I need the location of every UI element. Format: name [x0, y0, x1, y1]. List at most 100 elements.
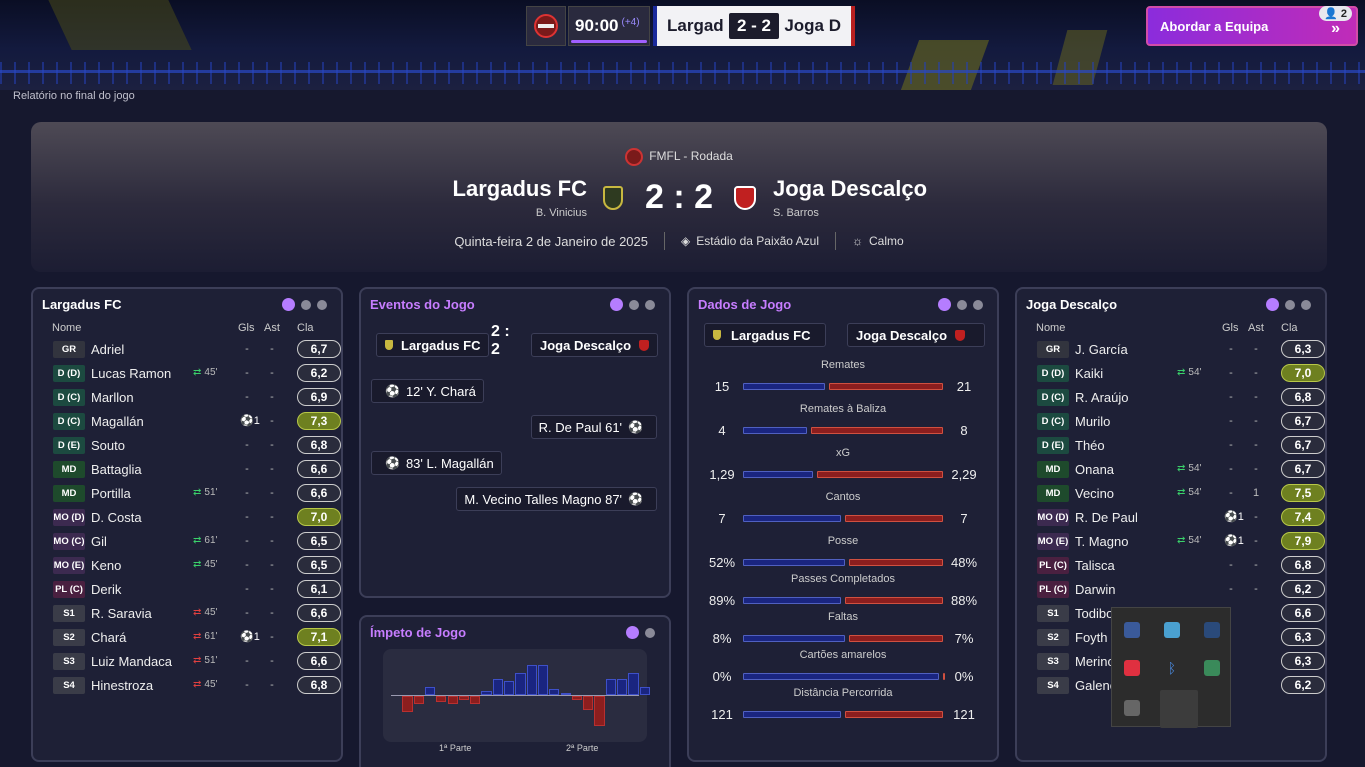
- player-name[interactable]: Merino: [1075, 654, 1115, 669]
- event-item-4[interactable]: M. Vecino Talles Magno 87' ⚽: [456, 487, 657, 511]
- steam-icon[interactable]: [1204, 622, 1220, 638]
- player-name[interactable]: Galeno: [1075, 678, 1117, 693]
- player-row[interactable]: S2 Foyth 6,3: [1031, 627, 1327, 648]
- player-name[interactable]: Gil: [91, 534, 107, 549]
- player-name[interactable]: Darwin: [1075, 582, 1116, 597]
- tray-app-icon-selected[interactable]: [1160, 690, 1198, 728]
- page-dot-2[interactable]: [645, 627, 655, 638]
- player-row[interactable]: S4 Galeno 6,2: [1031, 675, 1327, 696]
- player-row[interactable]: D (C) Marllon - - 6,9: [47, 387, 343, 408]
- position-badge: PL (C): [1037, 557, 1069, 574]
- player-name[interactable]: Luiz Mandaca: [91, 654, 172, 669]
- player-row[interactable]: S3 Merino 6,3: [1031, 651, 1327, 672]
- player-row[interactable]: D (D) Lucas Ramon ⇄ 45' - - 6,2: [47, 363, 343, 384]
- player-name[interactable]: Marllon: [91, 390, 134, 405]
- page-dot-2[interactable]: [957, 299, 967, 310]
- page-dot-2[interactable]: [629, 299, 639, 310]
- player-name[interactable]: Talisca: [1075, 558, 1115, 573]
- player-name[interactable]: Foyth: [1075, 630, 1108, 645]
- page-dot-3[interactable]: [645, 299, 655, 310]
- player-name[interactable]: Souto: [91, 438, 125, 453]
- player-row[interactable]: MD Vecino ⇄ 54' - 1 7,5: [1031, 483, 1327, 504]
- bluetooth-icon[interactable]: ᛒ: [1164, 660, 1180, 676]
- player-row[interactable]: MO (E) Keno ⇄ 45' - - 6,5: [47, 555, 343, 576]
- page-dot-1[interactable]: [1266, 298, 1279, 311]
- player-name[interactable]: Vecino: [1075, 486, 1115, 501]
- player-name[interactable]: T. Magno: [1075, 534, 1129, 549]
- player-name[interactable]: Hinestroza: [91, 678, 154, 693]
- player-row[interactable]: GR Adriel - - 6,7: [47, 339, 343, 360]
- player-row[interactable]: D (D) Kaiki ⇄ 54' - - 7,0: [1031, 363, 1327, 384]
- page-dot-1[interactable]: [626, 626, 639, 639]
- player-row[interactable]: GR J. García - - 6,3: [1031, 339, 1327, 360]
- player-row[interactable]: MD Onana ⇄ 54' - - 6,7: [1031, 459, 1327, 480]
- player-row[interactable]: PL (C) Derik - - 6,1: [47, 579, 343, 600]
- stat-home-bar: [743, 427, 807, 434]
- page-dot-3[interactable]: [973, 299, 983, 310]
- player-row[interactable]: D (E) Théo - - 6,7: [1031, 435, 1327, 456]
- player-name[interactable]: Derik: [91, 582, 122, 597]
- player-name[interactable]: Todibo: [1075, 606, 1114, 621]
- player-name[interactable]: R. De Paul: [1075, 510, 1138, 525]
- page-dot-3[interactable]: [1301, 299, 1311, 310]
- rating-pill: 6,2: [297, 364, 341, 382]
- tray-app-icon[interactable]: [1164, 622, 1180, 638]
- player-row[interactable]: MO (E) T. Magno ⇄ 54' ⚽1- 7,9: [1031, 531, 1327, 552]
- player-row[interactable]: D (C) Magallán ⚽1- 7,3: [47, 411, 343, 432]
- away-team-name[interactable]: Joga Descalço: [773, 176, 928, 201]
- player-row[interactable]: S4 Hinestroza ⇄ 45' - - 6,8: [47, 675, 343, 696]
- player-name[interactable]: Chará: [91, 630, 127, 645]
- player-row[interactable]: MD Portilla ⇄ 51' - - 6,6: [47, 483, 343, 504]
- player-row[interactable]: PL (C) Darwin - - 6,2: [1031, 579, 1327, 600]
- col-rating-header[interactable]: Cla: [1281, 322, 1298, 334]
- page-dot-3[interactable]: [317, 299, 327, 310]
- player-row[interactable]: MO (D) R. De Paul ⚽1- 7,4: [1031, 507, 1327, 528]
- tray-app-icon[interactable]: [1204, 660, 1220, 676]
- player-name[interactable]: Lucas Ramon: [91, 366, 172, 381]
- page-dot-2[interactable]: [1285, 299, 1295, 310]
- page-dot-1[interactable]: [938, 298, 951, 311]
- event-item-3[interactable]: ⚽ 83' L. Magallán: [371, 451, 502, 475]
- player-name[interactable]: Battaglia: [91, 462, 142, 477]
- col-name-header[interactable]: Nome: [1036, 322, 1066, 334]
- col-rating-header[interactable]: Cla: [297, 322, 314, 334]
- tray-app-icon[interactable]: [1124, 660, 1140, 676]
- player-row[interactable]: S1 R. Saravia ⇄ 45' - - 6,6: [47, 603, 343, 624]
- player-row[interactable]: S2 Chará ⇄ 61' ⚽1- 7,1: [47, 627, 343, 648]
- player-name[interactable]: Onana: [1075, 462, 1115, 477]
- player-row[interactable]: D (E) Souto - - 6,8: [47, 435, 343, 456]
- player-name[interactable]: Keno: [91, 558, 122, 573]
- player-name[interactable]: Portilla: [91, 486, 131, 501]
- player-name[interactable]: Kaiki: [1075, 366, 1104, 381]
- player-name[interactable]: D. Costa: [91, 510, 142, 525]
- tray-app-icon[interactable]: [1124, 700, 1140, 716]
- player-row[interactable]: D (C) Murilo - - 6,7: [1031, 411, 1327, 432]
- player-row[interactable]: D (C) R. Araújo - - 6,8: [1031, 387, 1327, 408]
- player-row[interactable]: S1 Todibo 6,6: [1031, 603, 1327, 624]
- player-row[interactable]: MO (C) Gil ⇄ 61' - - 6,5: [47, 531, 343, 552]
- col-assists-header[interactable]: Ast: [1248, 322, 1264, 334]
- player-name[interactable]: J. García: [1075, 342, 1128, 357]
- event-item-2[interactable]: R. De Paul 61' ⚽: [530, 415, 657, 439]
- approach-team-button[interactable]: Abordar a Equipa » 👤 2: [1146, 6, 1358, 46]
- player-name[interactable]: R. Araújo: [1075, 390, 1129, 405]
- col-goals-header[interactable]: Gls: [238, 322, 255, 334]
- col-assists-header[interactable]: Ast: [264, 322, 280, 334]
- player-name[interactable]: Théo: [1075, 438, 1105, 453]
- home-team-name[interactable]: Largadus FC: [452, 176, 587, 201]
- player-row[interactable]: MO (D) D. Costa - - 7,0: [47, 507, 343, 528]
- page-dot-1[interactable]: [282, 298, 295, 311]
- player-name[interactable]: Murilo: [1075, 414, 1111, 429]
- page-dot-1[interactable]: [610, 298, 623, 311]
- player-name[interactable]: Magallán: [91, 414, 144, 429]
- col-name-header[interactable]: Nome: [52, 322, 82, 334]
- player-name[interactable]: R. Saravia: [91, 606, 152, 621]
- player-row[interactable]: S3 Luiz Mandaca ⇄ 51' - - 6,6: [47, 651, 343, 672]
- col-goals-header[interactable]: Gls: [1222, 322, 1239, 334]
- player-row[interactable]: MD Battaglia - - 6,6: [47, 459, 343, 480]
- tray-app-icon[interactable]: [1124, 622, 1140, 638]
- event-item-1[interactable]: ⚽ 12' Y. Chará: [371, 379, 484, 403]
- player-name[interactable]: Adriel: [91, 342, 125, 357]
- page-dot-2[interactable]: [301, 299, 311, 310]
- player-row[interactable]: PL (C) Talisca - - 6,8: [1031, 555, 1327, 576]
